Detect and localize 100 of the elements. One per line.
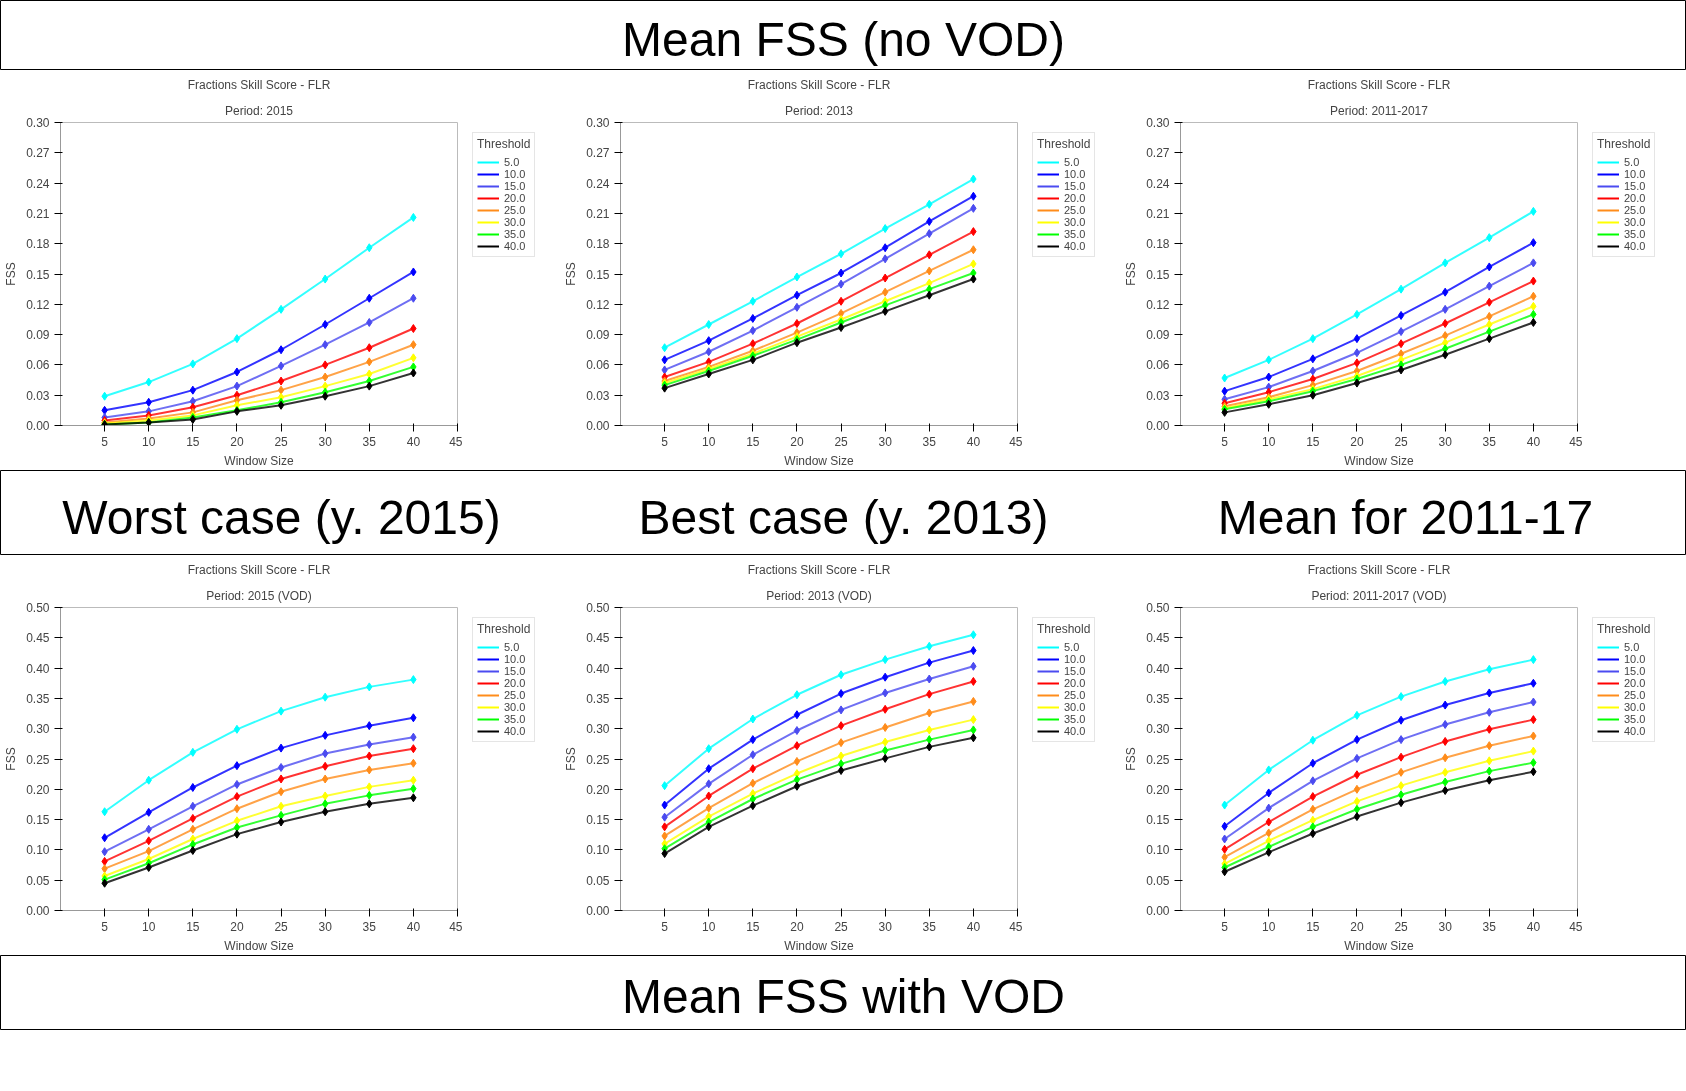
x-tick-label: 15	[186, 434, 200, 449]
legend-label: 15.0	[504, 665, 526, 677]
x-tick-label: 30	[318, 434, 333, 449]
x-tick-label: 30	[1438, 919, 1453, 934]
y-tick-label: 0.20	[26, 782, 50, 797]
x-tick-label: 20	[1350, 434, 1364, 449]
x-tick-label: 35	[922, 434, 937, 449]
legend-title: Threshold	[477, 137, 531, 151]
legend-label: 10.0	[1624, 168, 1646, 180]
legend-label: 5.0	[504, 156, 521, 168]
y-tick-label: 0.05	[586, 873, 610, 888]
x-tick-label: 20	[790, 919, 804, 934]
legend-label: 20.0	[504, 677, 526, 689]
y-axis-title: FSS	[1124, 262, 1139, 286]
x-tick-label: 40	[1526, 434, 1541, 449]
x-tick-label: 15	[1306, 434, 1320, 449]
legend-label: 15.0	[1624, 180, 1646, 192]
x-tick-label: 35	[1482, 919, 1497, 934]
x-tick-label: 45	[1569, 919, 1583, 934]
chart-title: Fractions Skill Score - FLR	[1307, 562, 1451, 577]
y-tick-label: 0.50	[1146, 601, 1170, 615]
y-tick-label: 0.24	[26, 176, 50, 191]
x-tick-label: 5	[1221, 434, 1229, 449]
x-tick-label: 15	[746, 919, 760, 934]
y-tick-label: 0.06	[1146, 358, 1170, 373]
legend-title: Threshold	[1037, 622, 1091, 636]
x-axis-title: Window Size	[1344, 453, 1414, 468]
legend-label: 10.0	[1064, 653, 1086, 665]
x-tick-label: 10	[142, 434, 156, 449]
y-axis-title: FSS	[1124, 747, 1139, 771]
x-tick-label: 20	[230, 434, 244, 449]
y-tick-label: 0.15	[1146, 813, 1170, 828]
chart-subtitle: Period: 2011-2017	[1330, 103, 1429, 118]
legend-label: 30.0	[1624, 701, 1646, 713]
y-tick-label: 0.50	[26, 601, 50, 615]
y-tick-label: 0.18	[586, 237, 610, 252]
x-tick-label: 30	[878, 919, 893, 934]
legend-label: 20.0	[1064, 192, 1086, 204]
x-tick-label: 45	[1009, 919, 1023, 934]
legend-label: 25.0	[1624, 204, 1646, 216]
legend-label: 5.0	[1064, 641, 1081, 653]
y-tick-label: 0.20	[1146, 782, 1170, 797]
x-tick-label: 45	[449, 434, 463, 449]
legend-label: 20.0	[504, 192, 526, 204]
legend-label: 25.0	[504, 204, 526, 216]
x-tick-label: 25	[1394, 434, 1409, 449]
x-tick-label: 30	[878, 434, 893, 449]
y-tick-label: 0.21	[1146, 206, 1170, 221]
y-tick-label: 0.35	[26, 691, 50, 706]
y-tick-label: 0.00	[1146, 904, 1170, 918]
y-tick-label: 0.30	[1146, 116, 1170, 130]
y-axis-title: FSS	[4, 262, 19, 286]
chart-subtitle: Period: 2015	[224, 103, 294, 118]
legend-label: 20.0	[1064, 677, 1086, 689]
x-tick-label: 20	[1350, 919, 1364, 934]
chart-title: Fractions Skill Score - FLR	[187, 77, 331, 92]
text: Mean FSS (no VOD)	[622, 12, 1065, 66]
legend-label: 5.0	[504, 641, 521, 653]
y-tick-label: 0.27	[26, 146, 50, 161]
x-tick-label: 10	[142, 919, 156, 934]
x-tick-label: 40	[1526, 919, 1541, 934]
y-tick-label: 0.40	[586, 661, 610, 676]
x-tick-label: 15	[186, 919, 200, 934]
x-tick-label: 15	[746, 434, 760, 449]
y-tick-label: 0.09	[586, 328, 610, 343]
x-tick-label: 5	[1221, 919, 1229, 934]
x-tick-label: 5	[661, 434, 669, 449]
y-tick-label: 0.15	[1146, 267, 1170, 282]
y-tick-label: 0.06	[26, 358, 50, 373]
chart-title: Fractions Skill Score - FLR	[747, 562, 891, 577]
y-axis-title: FSS	[564, 747, 579, 771]
chart-subtitle: Period: 2015 (VOD)	[206, 588, 312, 603]
y-tick-label: 0.03	[586, 388, 610, 403]
y-tick-label: 0.30	[586, 722, 610, 737]
y-tick-label: 0.00	[1146, 419, 1170, 433]
legend-label: 35.0	[1624, 228, 1646, 240]
y-tick-label: 0.12	[586, 297, 610, 312]
y-tick-label: 0.06	[586, 358, 610, 373]
x-tick-label: 10	[702, 919, 716, 934]
legend-label: 30.0	[1064, 701, 1086, 713]
x-tick-label: 10	[1262, 919, 1276, 934]
x-tick-label: 45	[1569, 434, 1583, 449]
legend-label: 25.0	[1064, 204, 1086, 216]
x-tick-label: 35	[362, 919, 377, 934]
y-tick-label: 0.25	[1146, 752, 1170, 767]
y-tick-label: 0.00	[586, 904, 610, 918]
legend-label: 30.0	[1624, 216, 1646, 228]
x-tick-label: 45	[449, 919, 463, 934]
y-tick-label: 0.00	[586, 419, 610, 433]
legend-label: 30.0	[504, 701, 526, 713]
legend-label: 40.0	[1064, 725, 1086, 737]
legend-label: 35.0	[504, 228, 526, 240]
x-tick-label: 40	[406, 919, 421, 934]
x-tick-label: 25	[834, 919, 849, 934]
legend-label: 25.0	[504, 689, 526, 701]
y-tick-label: 0.03	[1146, 388, 1170, 403]
y-tick-label: 0.15	[26, 267, 50, 282]
y-tick-label: 0.21	[26, 206, 50, 221]
legend-label: 15.0	[1064, 665, 1086, 677]
y-tick-label: 0.12	[1146, 297, 1170, 312]
